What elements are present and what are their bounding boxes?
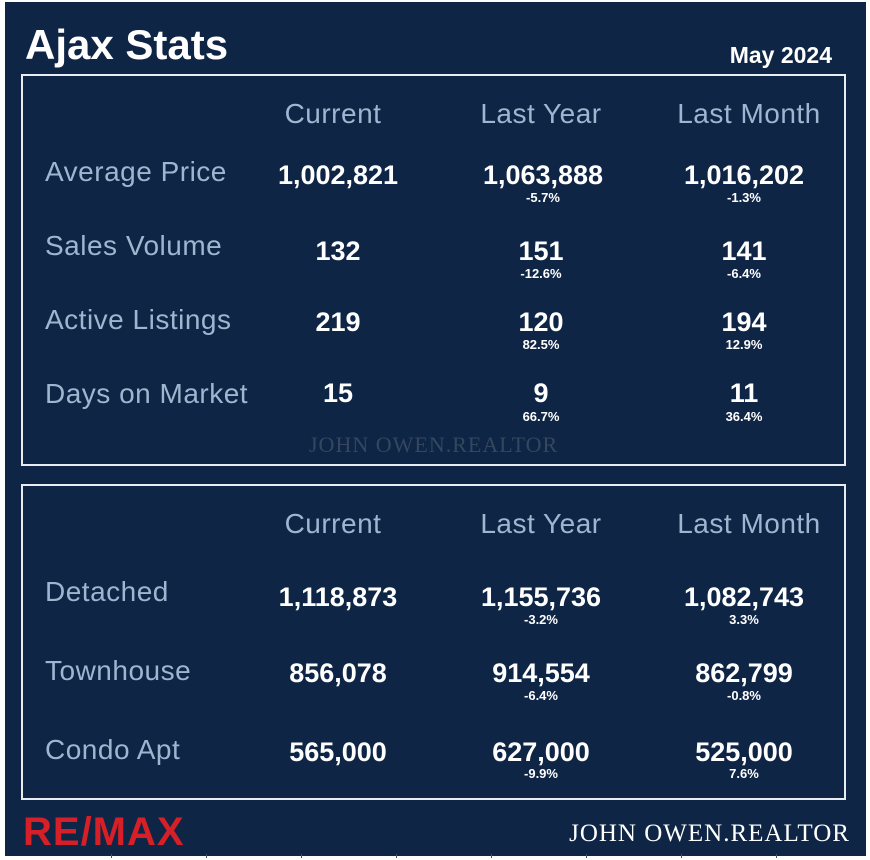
townhouse-last-month-change: -0.8% <box>727 688 761 703</box>
remax-logo: RE/MAX <box>23 810 185 854</box>
row-label-average-price: Average Price <box>45 156 227 187</box>
row-label-active-listings: Active Listings <box>45 304 232 335</box>
tick-mark <box>491 854 492 858</box>
tick-mark <box>681 854 682 858</box>
average-price-last-year-change: -5.7% <box>526 190 560 205</box>
tick-mark <box>301 854 302 858</box>
townhouse-last-year-change: -6.4% <box>524 688 558 703</box>
detached-current: 1,118,873 <box>278 582 398 612</box>
column-header-last-year: Last Year <box>480 508 602 539</box>
sales-volume-last-month-change: -6.4% <box>727 266 761 281</box>
row-label-days-on-market: Days on Market <box>45 378 249 409</box>
average-price-current: 1,002,821 <box>277 160 399 190</box>
sales-volume-last-month: 141 <box>721 236 767 266</box>
average-price-last-month: 1,016,202 <box>683 160 805 190</box>
detached-last-month: 1,082,743 <box>683 582 805 612</box>
tick-mark <box>206 854 207 858</box>
days-on-market-last-month-change: 36.4% <box>725 409 763 424</box>
tick-mark <box>776 854 777 858</box>
townhouse-current: 856,078 <box>289 658 387 688</box>
detached-last-year: 1,155,736 <box>480 582 602 612</box>
sales-volume-last-year-change: -12.6% <box>520 266 562 281</box>
bottom-tick-marks <box>5 854 866 858</box>
row-label-condo-apt: Condo Apt <box>45 734 181 765</box>
tick-mark <box>396 854 397 858</box>
column-header-last-month: Last Month <box>677 98 821 129</box>
condo-apt-current: 565,000 <box>289 737 387 767</box>
detached-last-month-change: 3.3% <box>729 612 759 627</box>
watermark: JOHN OWEN.REALTOR <box>309 432 559 457</box>
days-on-market-last-year-change: 66.7% <box>522 409 560 424</box>
tick-mark <box>111 854 112 858</box>
column-header-last-year: Last Year <box>480 98 602 129</box>
row-label-sales-volume: Sales Volume <box>45 230 223 261</box>
detached-last-year-change: -3.2% <box>524 612 558 627</box>
condo-apt-last-year-change: -9.9% <box>524 766 558 781</box>
active-listings-last-year: 120 <box>518 307 564 337</box>
page-title: Ajax Stats <box>25 21 229 68</box>
active-listings-last-month: 194 <box>721 307 767 337</box>
stats-card: Ajax Stats May 2024 Current Last Year La… <box>5 2 866 858</box>
days-on-market-current: 15 <box>322 378 354 408</box>
market-stats-panel: Current Last Year Last Month Average Pri… <box>21 74 846 466</box>
column-header-current: Current <box>284 508 382 539</box>
column-header-current: Current <box>284 98 382 129</box>
realtor-name: JOHN OWEN.REALTOR <box>569 820 850 847</box>
sales-volume-last-year: 151 <box>518 236 564 266</box>
condo-apt-last-month: 525,000 <box>695 737 793 767</box>
days-on-market-last-month: 11 <box>729 378 759 408</box>
townhouse-last-year: 914,554 <box>492 658 590 688</box>
active-listings-last-year-change: 82.5% <box>522 337 560 352</box>
townhouse-last-month: 862,799 <box>695 658 793 688</box>
active-listings-last-month-change: 12.9% <box>725 337 763 352</box>
tick-mark <box>586 854 587 858</box>
column-header-last-month: Last Month <box>677 508 821 539</box>
days-on-market-last-year: 9 <box>533 378 549 408</box>
active-listings-current: 219 <box>315 307 361 337</box>
row-label-detached: Detached <box>45 576 169 607</box>
average-price-last-year: 1,063,888 <box>482 160 604 190</box>
property-type-panel: Current Last Year Last Month Detached 1,… <box>21 484 846 800</box>
row-label-townhouse: Townhouse <box>45 655 192 686</box>
average-price-last-month-change: -1.3% <box>727 190 761 205</box>
condo-apt-last-year: 627,000 <box>492 737 590 767</box>
sales-volume-current: 132 <box>315 236 361 266</box>
report-date: May 2024 <box>729 42 832 68</box>
condo-apt-last-month-change: 7.6% <box>729 766 759 781</box>
